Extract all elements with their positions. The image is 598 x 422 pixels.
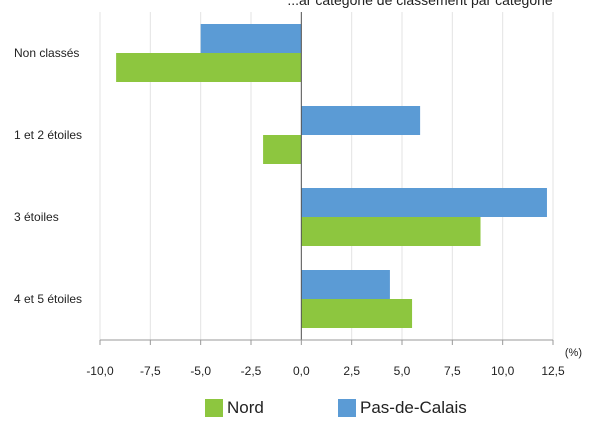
x-tick-label: 0,0 <box>293 364 310 378</box>
x-tick-label: -2,5 <box>241 364 262 378</box>
unit-label: (%) <box>565 347 582 359</box>
legend-label-nord: Nord <box>227 398 264 417</box>
bars <box>116 24 547 328</box>
bar-nord-1 <box>263 135 302 164</box>
x-tick-label: -5,0 <box>190 364 211 378</box>
category-label: 1 et 2 étoiles <box>14 128 82 142</box>
x-tick-label: 5,0 <box>394 364 411 378</box>
category-label: 4 et 5 étoiles <box>14 292 82 306</box>
x-tick-labels: -10,0 -7,5 -5,0 -2,5 0,0 2,5 5,0 7,5 10,0 12,5 <box>86 364 565 378</box>
bar-pas-de-calais-1 <box>301 106 421 135</box>
bar-pas-de-calais-0 <box>200 24 302 53</box>
legend-swatch-pas-de-calais <box>338 399 356 417</box>
category-label: Non classés <box>14 46 79 60</box>
legend-item-pas-de-calais: Pas-de-Calais <box>338 398 467 418</box>
category-labels: Non classés 1 et 2 étoiles 3 étoiles 4 et 5… <box>14 46 82 306</box>
legend: Nord Pas-de-Calais <box>0 398 598 422</box>
x-tick-label: 10,0 <box>491 364 515 378</box>
bar-nord-2 <box>301 217 481 246</box>
legend-swatch-nord <box>205 399 223 417</box>
x-tick-label: 12,5 <box>541 364 565 378</box>
x-tick-label: -10,0 <box>86 364 114 378</box>
chart-title-fragment: ...ar catégorie de classement par catégo… <box>287 0 553 8</box>
category-label: 3 étoiles <box>14 210 59 224</box>
x-tick-label: 7,5 <box>444 364 461 378</box>
bar-nord-0 <box>116 53 302 82</box>
bar-nord-3 <box>301 299 413 328</box>
legend-label-pas-de-calais: Pas-de-Calais <box>360 398 467 417</box>
bar-pas-de-calais-2 <box>301 188 547 217</box>
legend-item-nord: Nord <box>205 398 264 418</box>
bar-pas-de-calais-3 <box>301 270 390 299</box>
axes <box>99 12 554 345</box>
x-tick-label: 2,5 <box>343 364 360 378</box>
x-tick-label: -7,5 <box>140 364 161 378</box>
